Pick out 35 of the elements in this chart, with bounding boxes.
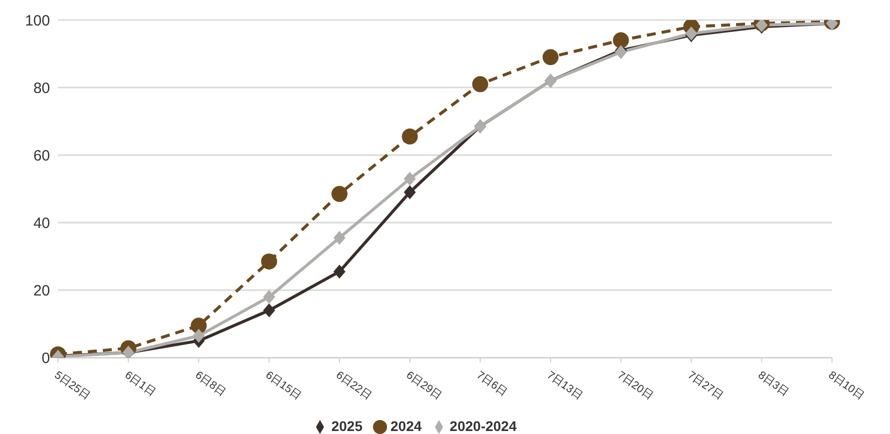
y-tick-label: 40 (33, 214, 50, 232)
x-tick-label: 5日25日 (52, 369, 92, 402)
point (404, 172, 416, 186)
x-tick-label: 7日13日 (544, 369, 585, 402)
point (331, 186, 348, 202)
x-tick-label: 6日1日 (122, 369, 158, 399)
point (542, 49, 559, 66)
point (263, 290, 276, 304)
x-tick-label: 8日3日 (756, 369, 791, 399)
point (404, 185, 416, 200)
x-tick-label: 6日15日 (263, 369, 304, 402)
point (402, 128, 418, 145)
y-tick-label: 80 (33, 80, 50, 97)
legend-label: 2020-2024 (450, 418, 517, 434)
point (333, 264, 346, 279)
x-tick-label: 6日8日 (192, 369, 228, 399)
point (612, 32, 629, 48)
legend-label: 2025 (331, 418, 363, 434)
point (261, 253, 278, 270)
point (472, 76, 488, 92)
point (333, 230, 346, 245)
x-tick-label: 7日27日 (685, 369, 726, 402)
y-tick-label: 0 (42, 350, 50, 368)
point (192, 328, 205, 343)
x-tick-label: 7日6日 (474, 369, 510, 399)
x-tick-label: 7日20日 (615, 369, 655, 402)
point (263, 303, 276, 318)
y-tick-label: 20 (33, 282, 50, 300)
y-tick-label: 60 (33, 147, 50, 164)
x-tick-label: 8日10日 (826, 369, 866, 402)
y-tick-label: 100 (24, 12, 50, 30)
x-tick-label: 6日22日 (334, 369, 374, 402)
point (190, 318, 207, 334)
legend-label: 2024 (390, 418, 422, 434)
x-tick-label: 6日29日 (404, 369, 444, 402)
